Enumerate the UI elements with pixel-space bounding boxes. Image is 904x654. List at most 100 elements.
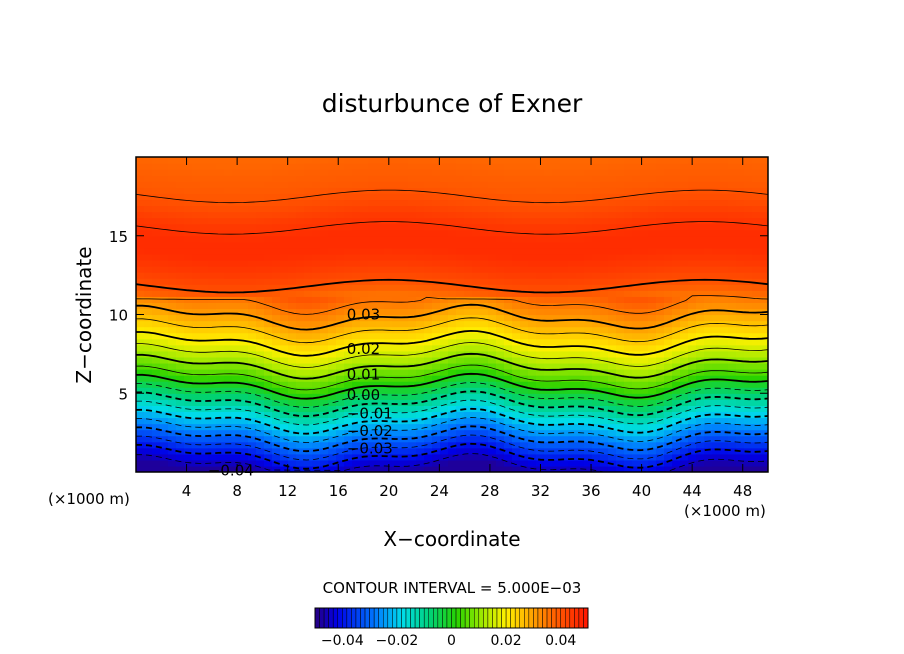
field-cell [560, 369, 569, 376]
field-cell [592, 320, 601, 328]
field-cell [400, 259, 409, 267]
field-cell [208, 259, 217, 267]
field-cell [144, 465, 153, 472]
field-cell [608, 157, 617, 164]
field-cell [560, 429, 569, 437]
field-cell [704, 314, 713, 322]
field-cell [440, 447, 449, 455]
field-cell [312, 296, 321, 303]
field-cell [376, 369, 385, 376]
field-cell [248, 223, 257, 231]
field-cell [368, 399, 377, 406]
field-cell [256, 387, 265, 394]
field-cell [512, 302, 521, 310]
field-cell [368, 278, 377, 285]
field-cell [512, 217, 521, 225]
field-cell [448, 284, 457, 291]
field-cell [608, 417, 617, 425]
field-cell [720, 205, 729, 213]
field-cell [200, 332, 209, 340]
field-cell [576, 211, 585, 219]
field-cell [632, 459, 641, 467]
field-cell [688, 253, 697, 261]
field-cell [568, 344, 577, 352]
field-cell [328, 205, 337, 213]
field-cell [336, 417, 345, 425]
field-cell [392, 350, 401, 358]
field-cell [640, 169, 649, 176]
field-cell [216, 253, 225, 261]
field-cell [688, 332, 697, 340]
field-cell [584, 417, 593, 425]
field-cell [728, 320, 737, 328]
field-cell [600, 296, 609, 303]
field-cell [472, 266, 481, 273]
field-cell [160, 320, 169, 328]
field-cell [256, 308, 265, 316]
field-cell [280, 296, 289, 303]
field-cell [144, 253, 153, 261]
field-cell [512, 211, 521, 219]
field-cell [200, 175, 209, 182]
field-cell [264, 247, 273, 255]
field-cell [432, 399, 441, 406]
field-cell [560, 223, 569, 231]
field-cell [232, 441, 241, 449]
field-cell [640, 259, 649, 267]
field-cell [536, 217, 545, 225]
field-cell [384, 290, 393, 297]
field-cell [488, 175, 497, 182]
field-cell [240, 163, 249, 170]
field-cell [560, 314, 569, 322]
field-cell [584, 320, 593, 328]
field-cell [464, 217, 473, 225]
field-cell [744, 405, 753, 413]
field-cell [504, 205, 513, 213]
field-cell [568, 205, 577, 213]
field-cell [560, 187, 569, 194]
field-cell [752, 399, 761, 406]
field-cell [136, 411, 145, 419]
field-cell [664, 459, 673, 467]
field-cell [576, 344, 585, 352]
field-cell [248, 217, 257, 225]
field-cell [576, 163, 585, 170]
field-cell [136, 272, 145, 279]
field-cell [712, 447, 721, 455]
field-cell [328, 344, 337, 352]
field-cell [296, 314, 305, 322]
field-cell [568, 284, 577, 291]
field-cell [176, 235, 185, 243]
field-cell [640, 417, 649, 425]
field-cell [192, 435, 201, 443]
field-cell [304, 459, 313, 467]
field-cell [480, 459, 489, 467]
field-cell [208, 387, 217, 394]
field-cell [400, 284, 409, 291]
field-cell [328, 405, 337, 413]
field-cell [152, 362, 161, 370]
field-cell [152, 223, 161, 231]
field-cell [400, 223, 409, 231]
field-cell [208, 465, 217, 472]
field-cell [288, 259, 297, 267]
field-cell [304, 272, 313, 279]
field-cell [384, 356, 393, 364]
field-cell [360, 441, 369, 449]
field-cell [256, 338, 265, 346]
field-cell [184, 314, 193, 322]
field-cell [336, 211, 345, 219]
field-cell [528, 326, 537, 334]
field-cell [728, 266, 737, 273]
field-cell [584, 235, 593, 243]
field-cell [152, 447, 161, 455]
field-cell [464, 187, 473, 194]
field-cell [600, 465, 609, 472]
field-cell [648, 447, 657, 455]
field-cell [328, 350, 337, 358]
field-cell [576, 338, 585, 346]
field-cell [672, 399, 681, 406]
field-cell [608, 278, 617, 285]
colorbar-swatch [533, 607, 539, 629]
field-cell [272, 193, 281, 201]
